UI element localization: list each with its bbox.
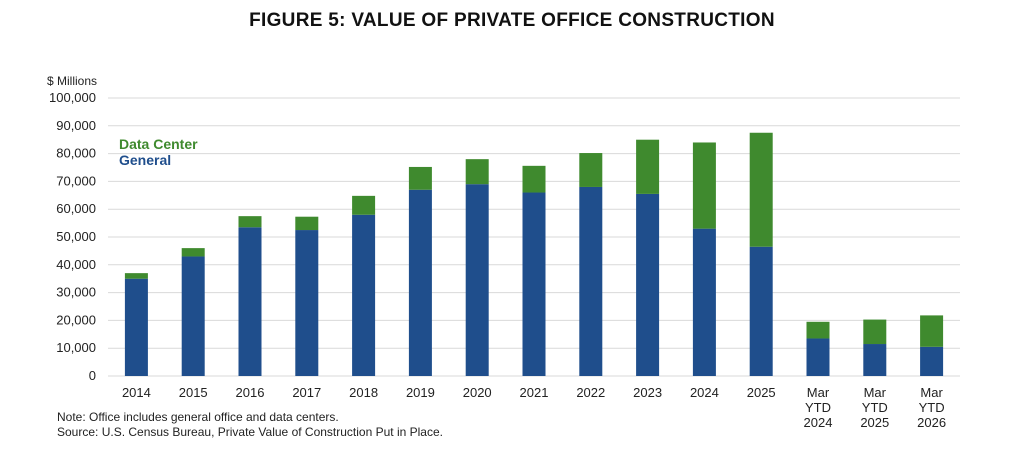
y-tick-label: 20,000 bbox=[56, 312, 96, 327]
bar-general bbox=[636, 193, 660, 376]
bar-data-center bbox=[636, 139, 660, 194]
y-tick-label: 80,000 bbox=[56, 146, 96, 161]
bar-general bbox=[579, 186, 603, 376]
y-tick-label: 10,000 bbox=[56, 340, 96, 355]
bar-data-center bbox=[863, 319, 887, 345]
x-tick-label: 2016 bbox=[236, 385, 265, 400]
bar-general bbox=[124, 278, 148, 376]
bar-data-center bbox=[295, 216, 319, 231]
bar-general bbox=[863, 344, 887, 376]
x-tick-label: 2024 bbox=[690, 385, 719, 400]
x-tick-label: 2017 bbox=[292, 385, 321, 400]
y-tick-label: 90,000 bbox=[56, 118, 96, 133]
bar-general bbox=[465, 184, 489, 376]
y-tick-label: 60,000 bbox=[56, 201, 96, 216]
bar-data-center bbox=[465, 159, 489, 185]
x-tick-label: Mar YTD 2026 bbox=[917, 385, 946, 430]
bar-data-center bbox=[238, 216, 262, 228]
bar-general bbox=[692, 228, 716, 376]
legend-entry: Data Center bbox=[119, 136, 198, 152]
bar-general bbox=[806, 338, 830, 376]
bar-general bbox=[181, 256, 205, 376]
y-tick-label: 30,000 bbox=[56, 285, 96, 300]
x-tick-label: 2019 bbox=[406, 385, 435, 400]
bar-general bbox=[920, 346, 944, 376]
bar-data-center bbox=[181, 248, 205, 257]
bar-data-center bbox=[579, 153, 603, 187]
x-tick-label: 2015 bbox=[179, 385, 208, 400]
y-axis-label: $ Millions bbox=[47, 74, 97, 88]
bar-data-center bbox=[408, 166, 432, 190]
source-text: Source: U.S. Census Bureau, Private Valu… bbox=[57, 425, 443, 439]
bar-data-center bbox=[920, 315, 944, 347]
x-tick-label: Mar YTD 2024 bbox=[804, 385, 833, 430]
bar-data-center bbox=[522, 165, 546, 193]
bar-general bbox=[522, 192, 546, 376]
bar-general bbox=[295, 230, 319, 376]
bar-general bbox=[408, 189, 432, 376]
bar-general bbox=[749, 246, 773, 376]
chart-title: FIGURE 5: VALUE OF PRIVATE OFFICE CONSTR… bbox=[249, 10, 775, 31]
bar-data-center bbox=[806, 321, 830, 339]
x-tick-label: 2020 bbox=[463, 385, 492, 400]
bar-data-center bbox=[749, 132, 773, 247]
bar-data-center bbox=[692, 142, 716, 229]
note-text: Note: Office includes general office and… bbox=[57, 410, 339, 424]
legend-entry: General bbox=[119, 152, 171, 168]
y-tick-label: 50,000 bbox=[56, 229, 96, 244]
bar-general bbox=[238, 227, 262, 376]
x-tick-label: Mar YTD 2025 bbox=[860, 385, 889, 430]
bar-data-center bbox=[124, 273, 148, 279]
x-tick-label: 2025 bbox=[747, 385, 776, 400]
y-tick-label: 70,000 bbox=[56, 173, 96, 188]
y-tick-label: 40,000 bbox=[56, 257, 96, 272]
bar-data-center bbox=[352, 195, 376, 215]
y-tick-label: 0 bbox=[89, 368, 96, 383]
x-tick-label: 2023 bbox=[633, 385, 662, 400]
x-tick-label: 2022 bbox=[576, 385, 605, 400]
x-tick-label: 2018 bbox=[349, 385, 378, 400]
y-tick-label: 100,000 bbox=[49, 90, 96, 105]
x-tick-label: 2014 bbox=[122, 385, 151, 400]
x-tick-label: 2021 bbox=[520, 385, 549, 400]
bar-general bbox=[352, 214, 376, 376]
